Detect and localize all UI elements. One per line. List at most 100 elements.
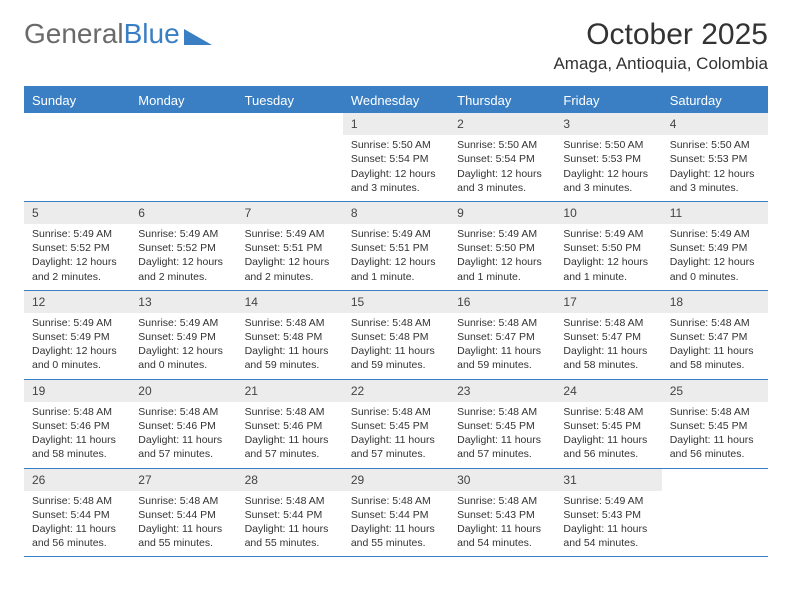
day-cell: 21Sunrise: 5:48 AMSunset: 5:46 PMDayligh… [237,380,343,468]
sunrise-line: Sunrise: 5:49 AM [457,227,547,241]
daylight-line: Daylight: 11 hours and 58 minutes. [670,344,760,372]
sunrise-line: Sunrise: 5:48 AM [457,316,547,330]
sunset-line: Sunset: 5:47 PM [457,330,547,344]
day-number: 20 [130,380,236,402]
logo-text-general: General [24,18,124,50]
day-header-friday: Friday [555,88,661,113]
daylight-line: Daylight: 12 hours and 1 minute. [351,255,441,283]
day-number: 16 [449,291,555,313]
day-info: Sunrise: 5:49 AMSunset: 5:52 PMDaylight:… [130,224,236,290]
day-info: Sunrise: 5:48 AMSunset: 5:44 PMDaylight:… [237,491,343,557]
sunrise-line: Sunrise: 5:49 AM [138,316,228,330]
sunrise-line: Sunrise: 5:48 AM [563,316,653,330]
daylight-line: Daylight: 12 hours and 2 minutes. [138,255,228,283]
daylight-line: Daylight: 11 hours and 55 minutes. [138,522,228,550]
daylight-line: Daylight: 11 hours and 58 minutes. [32,433,122,461]
day-cell: 27Sunrise: 5:48 AMSunset: 5:44 PMDayligh… [130,469,236,557]
location: Amaga, Antioquia, Colombia [553,54,768,74]
day-number: 28 [237,469,343,491]
sunrise-line: Sunrise: 5:48 AM [245,405,335,419]
day-number: 17 [555,291,661,313]
day-info: Sunrise: 5:48 AMSunset: 5:48 PMDaylight:… [237,313,343,379]
sunrise-line: Sunrise: 5:48 AM [351,316,441,330]
sunset-line: Sunset: 5:52 PM [138,241,228,255]
day-cell: 16Sunrise: 5:48 AMSunset: 5:47 PMDayligh… [449,291,555,379]
day-number: 23 [449,380,555,402]
day-info: Sunrise: 5:48 AMSunset: 5:48 PMDaylight:… [343,313,449,379]
day-cell: 25Sunrise: 5:48 AMSunset: 5:45 PMDayligh… [662,380,768,468]
logo: GeneralBlue [24,18,212,50]
day-cell: 14Sunrise: 5:48 AMSunset: 5:48 PMDayligh… [237,291,343,379]
empty-cell [237,113,343,201]
daylight-line: Daylight: 11 hours and 59 minutes. [245,344,335,372]
day-number: 13 [130,291,236,313]
day-info: Sunrise: 5:49 AMSunset: 5:49 PMDaylight:… [662,224,768,290]
day-cell: 24Sunrise: 5:48 AMSunset: 5:45 PMDayligh… [555,380,661,468]
sunset-line: Sunset: 5:44 PM [245,508,335,522]
day-number: 7 [237,202,343,224]
sunset-line: Sunset: 5:49 PM [32,330,122,344]
day-info: Sunrise: 5:48 AMSunset: 5:46 PMDaylight:… [237,402,343,468]
day-number: 14 [237,291,343,313]
day-info: Sunrise: 5:48 AMSunset: 5:46 PMDaylight:… [130,402,236,468]
sunset-line: Sunset: 5:54 PM [457,152,547,166]
sunset-line: Sunset: 5:43 PM [457,508,547,522]
sunset-line: Sunset: 5:49 PM [138,330,228,344]
sunset-line: Sunset: 5:52 PM [32,241,122,255]
day-number: 10 [555,202,661,224]
day-number: 18 [662,291,768,313]
day-number: 6 [130,202,236,224]
sunrise-line: Sunrise: 5:49 AM [138,227,228,241]
week-row: 12Sunrise: 5:49 AMSunset: 5:49 PMDayligh… [24,291,768,380]
daylight-line: Daylight: 12 hours and 1 minute. [457,255,547,283]
sunset-line: Sunset: 5:44 PM [138,508,228,522]
sunrise-line: Sunrise: 5:48 AM [457,405,547,419]
daylight-line: Daylight: 11 hours and 57 minutes. [138,433,228,461]
day-cell: 28Sunrise: 5:48 AMSunset: 5:44 PMDayligh… [237,469,343,557]
day-cell: 15Sunrise: 5:48 AMSunset: 5:48 PMDayligh… [343,291,449,379]
day-cell: 18Sunrise: 5:48 AMSunset: 5:47 PMDayligh… [662,291,768,379]
sunset-line: Sunset: 5:48 PM [245,330,335,344]
sunrise-line: Sunrise: 5:48 AM [138,494,228,508]
empty-cell [24,113,130,201]
daylight-line: Daylight: 12 hours and 0 minutes. [670,255,760,283]
day-cell: 6Sunrise: 5:49 AMSunset: 5:52 PMDaylight… [130,202,236,290]
week-row: 19Sunrise: 5:48 AMSunset: 5:46 PMDayligh… [24,380,768,469]
daylight-line: Daylight: 11 hours and 54 minutes. [457,522,547,550]
day-info: Sunrise: 5:48 AMSunset: 5:43 PMDaylight:… [449,491,555,557]
day-header-sunday: Sunday [24,88,130,113]
day-cell: 17Sunrise: 5:48 AMSunset: 5:47 PMDayligh… [555,291,661,379]
sunrise-line: Sunrise: 5:49 AM [563,494,653,508]
day-info: Sunrise: 5:49 AMSunset: 5:52 PMDaylight:… [24,224,130,290]
day-number: 29 [343,469,449,491]
sunset-line: Sunset: 5:43 PM [563,508,653,522]
sunrise-line: Sunrise: 5:50 AM [670,138,760,152]
sunrise-line: Sunrise: 5:49 AM [245,227,335,241]
day-number: 24 [555,380,661,402]
sunrise-line: Sunrise: 5:49 AM [32,227,122,241]
day-info: Sunrise: 5:49 AMSunset: 5:43 PMDaylight:… [555,491,661,557]
day-cell: 20Sunrise: 5:48 AMSunset: 5:46 PMDayligh… [130,380,236,468]
sunset-line: Sunset: 5:46 PM [245,419,335,433]
day-number: 21 [237,380,343,402]
day-number: 15 [343,291,449,313]
day-number: 5 [24,202,130,224]
day-info: Sunrise: 5:50 AMSunset: 5:53 PMDaylight:… [555,135,661,201]
day-cell: 19Sunrise: 5:48 AMSunset: 5:46 PMDayligh… [24,380,130,468]
logo-triangle-icon [184,29,212,45]
daylight-line: Daylight: 12 hours and 0 minutes. [138,344,228,372]
sunset-line: Sunset: 5:46 PM [32,419,122,433]
sunrise-line: Sunrise: 5:50 AM [563,138,653,152]
daylight-line: Daylight: 11 hours and 57 minutes. [457,433,547,461]
day-info: Sunrise: 5:49 AMSunset: 5:50 PMDaylight:… [449,224,555,290]
daylight-line: Daylight: 11 hours and 56 minutes. [670,433,760,461]
day-number: 9 [449,202,555,224]
day-headers-row: SundayMondayTuesdayWednesdayThursdayFrid… [24,88,768,113]
sunset-line: Sunset: 5:45 PM [457,419,547,433]
day-cell: 2Sunrise: 5:50 AMSunset: 5:54 PMDaylight… [449,113,555,201]
sunset-line: Sunset: 5:53 PM [563,152,653,166]
day-number: 8 [343,202,449,224]
sunset-line: Sunset: 5:44 PM [32,508,122,522]
day-header-monday: Monday [130,88,236,113]
week-row: 1Sunrise: 5:50 AMSunset: 5:54 PMDaylight… [24,113,768,202]
